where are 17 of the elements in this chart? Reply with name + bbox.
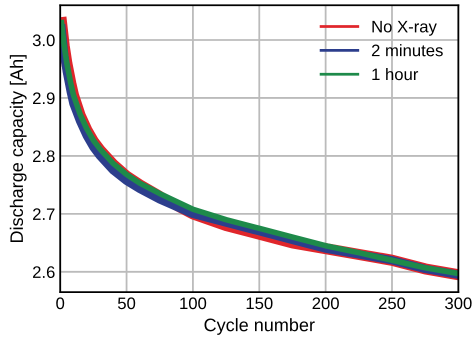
legend-label: 2 minutes (372, 44, 443, 56)
x-axis-title: Cycle number (204, 318, 315, 335)
x-tick-label: 300 (445, 297, 472, 310)
x-tick-label: 0 (56, 297, 64, 310)
y-tick-label: 2.7 (33, 208, 54, 220)
y-tick-label: 2.6 (33, 266, 55, 278)
x-tick-label: 250 (378, 297, 406, 310)
y-tick-label: 3.0 (32, 34, 55, 46)
y-tick-label: 2.8 (33, 150, 55, 162)
y-tick-label: 2.9 (33, 92, 55, 104)
x-tick-label: 100 (180, 297, 206, 310)
legend-label: No X-ray (372, 20, 437, 36)
x-tick-label: 50 (118, 297, 136, 310)
x-tick-label: 200 (312, 297, 339, 310)
legend-label: 1 hour (372, 68, 418, 80)
y-axis-title: Discharge capacity [Ah] (10, 55, 27, 242)
x-tick-label: 150 (246, 297, 273, 310)
